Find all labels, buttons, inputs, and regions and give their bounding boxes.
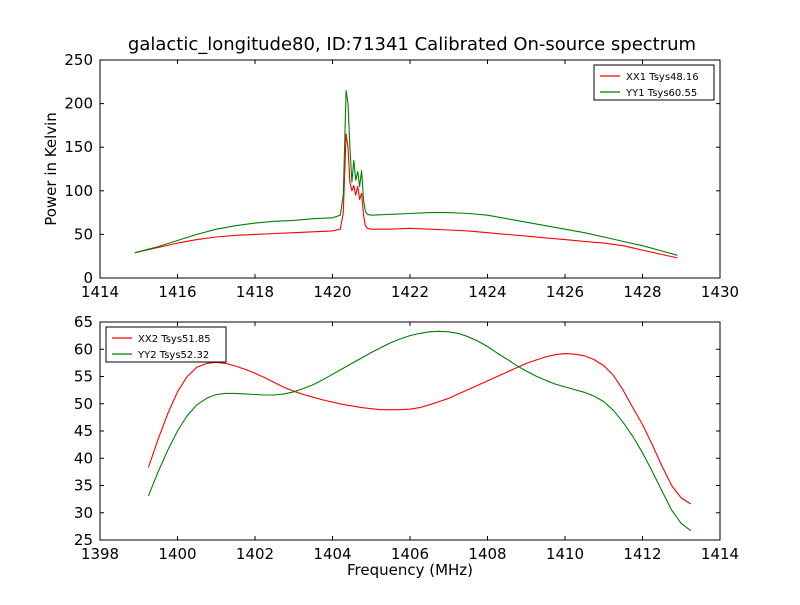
panel-1-x-tick-label: 1426 (546, 283, 584, 301)
panel-2-series-line-1 (147, 353, 692, 505)
panel-2-x-tick-label: 1408 (468, 545, 506, 563)
panel-2-legend-label-1: XX2 Tsys51.85 (138, 334, 211, 345)
panel-2-legend-label-2: YY2 Tsys52.32 (137, 350, 209, 361)
panel-2-x-tick-label: 1398 (81, 545, 119, 563)
panel-1-y-tick-label: 250 (64, 51, 93, 69)
panel-2-y-tick-label: 65 (74, 313, 93, 331)
panel-1-x-tick-label: 1424 (468, 283, 506, 301)
panel-2-y-tick-label: 35 (74, 477, 93, 495)
panel-1-y-tick-label: 150 (64, 138, 93, 156)
panel-1-series-line-1 (134, 133, 678, 259)
panel-2-y-tick-label: 55 (74, 368, 93, 386)
panel-2-y-tick-label: 45 (74, 422, 93, 440)
panel-1-y-tick-label: 0 (83, 269, 93, 287)
panel-2-legend (105, 326, 227, 363)
panel-2-x-tick-label: 1400 (158, 545, 196, 563)
panel-2-series-line-2 (147, 330, 692, 532)
panel-1-y-tick-label: 200 (64, 95, 93, 113)
panel-1-y-tick-label: 50 (74, 225, 93, 243)
panel-1-y-tick-label: 100 (64, 182, 93, 200)
panel-2-y-tick-label: 40 (74, 449, 93, 467)
panel-1-legend-label-2: YY1 Tsys60.55 (625, 88, 697, 99)
panel-2-y-tick-label: 25 (74, 531, 93, 549)
panel-2-x-tick-label: 1414 (701, 545, 739, 563)
panel-1-series-line-2 (134, 89, 678, 256)
panel-1-x-tick-label: 1420 (313, 283, 351, 301)
panel-1-x-tick-label: 1414 (81, 283, 119, 301)
panel-1-x-tick-label: 1422 (391, 283, 429, 301)
chart-title: galactic_longitude80, ID:71341 Calibrate… (127, 34, 697, 55)
x-axis-label: Frequency (MHz) (346, 561, 474, 579)
panel-1-legend-label-1: XX1 Tsys48.16 (626, 72, 699, 83)
panel-2-x-tick-label: 1404 (313, 545, 351, 563)
panel-1-x-tick-label: 1428 (623, 283, 661, 301)
panel-2-y-tick-label: 50 (74, 395, 93, 413)
panel-2-x-tick-label: 1402 (236, 545, 274, 563)
panel-2-x-tick-label: 1412 (623, 545, 661, 563)
panel-1-x-tick-label: 1430 (701, 283, 739, 301)
panel-2-y-tick-label: 30 (74, 504, 93, 522)
panel-2-x-tick-label: 1406 (391, 545, 429, 563)
panel-1-y-axis-label: Power in Kelvin (42, 112, 60, 226)
panel-2-y-tick-label: 60 (74, 340, 93, 358)
panel-1-legend (593, 64, 715, 101)
panel-1-x-tick-label: 1418 (236, 283, 274, 301)
panel-2-x-tick-label: 1410 (546, 545, 584, 563)
panel-1-x-tick-label: 1416 (158, 283, 196, 301)
